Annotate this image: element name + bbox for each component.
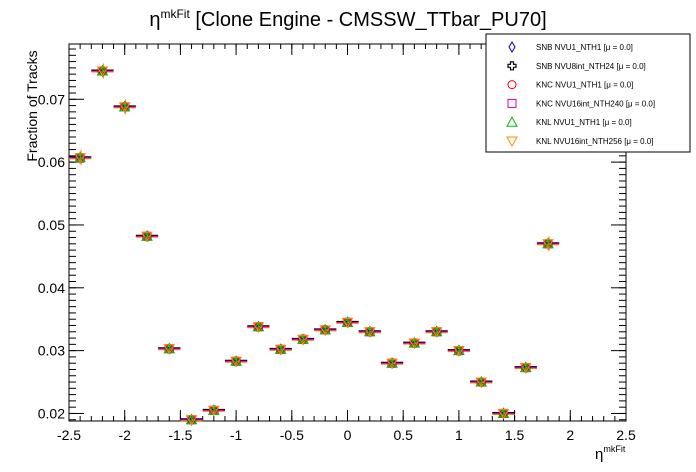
data-point-group <box>447 344 471 357</box>
point-triangle-down <box>542 239 554 250</box>
legend-label: KNC NVU1_NTH1 [μ = 0.0] <box>536 81 633 90</box>
data-point-group <box>403 337 426 350</box>
data-point-group <box>380 357 404 370</box>
legend-item: KNL NVU16int_NTH256 [μ = 0.0] <box>506 136 653 148</box>
data-point-group <box>91 63 114 79</box>
data-points <box>69 63 560 426</box>
point-triangle-down <box>252 322 265 333</box>
point-triangle-down <box>163 344 176 355</box>
point-triangle-down <box>74 153 86 164</box>
point-triangle-down <box>519 363 532 374</box>
point-triangle-down <box>453 346 465 357</box>
legend-label: KNL NVU16int_NTH256 [μ = 0.0] <box>536 137 653 146</box>
chart-title-main: η <box>149 9 160 31</box>
legend-item: SNB NVU1_NTH1 [μ = 0.0] <box>508 41 633 53</box>
legend-label: SNB NVU1_NTH1 [μ = 0.0] <box>536 43 633 52</box>
point-triangle-down <box>386 358 398 370</box>
axes: -2.5 -2 -1.5 -1 -0.5 0 0.5 1 1.5 2 2.5 0.02 0.03 0.04… <box>38 44 636 443</box>
point-triangle-down <box>274 344 287 356</box>
y-axis-label: Fraction of Tracks <box>24 50 40 161</box>
point-triangle-down <box>185 415 198 426</box>
y-tick-label: 0.04 <box>38 280 65 296</box>
point-triangle-down <box>297 334 309 346</box>
y-tick-label: 0.07 <box>38 91 65 107</box>
point-triangle-down <box>118 102 131 113</box>
data-point-group <box>536 236 560 252</box>
legend-item: SNB NVU8int_NTH24 [μ = 0.0] <box>507 61 646 71</box>
point-triangle-down <box>497 408 510 420</box>
legend-triangle-icon <box>506 116 518 127</box>
y-tick-label: 0.03 <box>38 343 65 359</box>
point-triangle-down <box>475 377 488 389</box>
legend-label: SNB NVU8int_NTH24 [μ = 0.0] <box>536 62 646 71</box>
chart-title: ηmkFit [Clone Engine - CMSSW_TTbar_PU70] <box>149 7 546 31</box>
y-tick-label: 0.02 <box>38 405 65 421</box>
point-triangle-down <box>141 231 153 243</box>
point-triangle-down <box>96 66 109 78</box>
point-triangle-down <box>319 325 332 336</box>
y-tick-label: 0.06 <box>38 154 65 170</box>
legend-square-icon <box>507 98 517 108</box>
data-point-group <box>269 343 292 356</box>
data-point-group <box>113 99 136 115</box>
legend-item: KNL NVU1_NTH1 [μ = 0.0] <box>506 116 632 127</box>
data-point-group <box>336 316 359 329</box>
legend-cross-icon <box>507 61 517 71</box>
data-point-group <box>425 325 448 338</box>
point-triangle-down <box>207 405 220 417</box>
x-tick-label: -1 <box>230 427 243 443</box>
legend-circle-icon <box>507 80 517 90</box>
chart-title-sup: mkFit <box>160 7 190 21</box>
legend-item: KNC NVU16int_NTH240 [μ = 0.0] <box>507 98 655 108</box>
point-triangle-down <box>408 338 421 350</box>
data-point-group <box>291 333 315 346</box>
data-point-group <box>180 413 203 426</box>
legend: SNB NVU1_NTH1 [μ = 0.0] SNB NVU8int_NTH24… <box>485 33 691 153</box>
legend-box <box>485 33 691 153</box>
legend-item: KNC NVU1_NTH1 [μ = 0.0] <box>507 80 633 90</box>
legend-diamond-icon <box>508 41 516 53</box>
x-tick-label: -2.5 <box>57 427 81 443</box>
data-point-group <box>514 361 537 374</box>
x-tick-label: 2 <box>566 427 574 443</box>
y-tick-label: 0.05 <box>38 217 65 233</box>
data-point-group <box>202 404 225 417</box>
data-point-group <box>247 320 270 333</box>
x-tick-label: -1.5 <box>168 427 192 443</box>
point-triangle-down <box>363 327 376 338</box>
x-tick-label: -0.5 <box>280 427 304 443</box>
x-tick-label: 1.5 <box>505 427 525 443</box>
x-tick-label: 0.5 <box>393 427 413 443</box>
x-axis-label-main: η <box>595 446 603 463</box>
x-tick-label: 0 <box>344 427 352 443</box>
legend-label: KNL NVU1_NTH1 [μ = 0.0] <box>536 118 632 127</box>
x-axis-label: ηmkFit <box>595 444 626 463</box>
x-tick-label: -2 <box>118 427 131 443</box>
point-triangle-down <box>341 317 354 329</box>
legend-label: KNC NVU16int_NTH240 [μ = 0.0] <box>536 99 655 108</box>
data-point-group <box>470 376 493 389</box>
point-triangle-down <box>230 356 242 368</box>
data-point-group <box>314 323 337 336</box>
data-point-group <box>135 230 159 243</box>
data-point-group <box>492 407 515 420</box>
x-tick-label: 2.5 <box>616 427 636 443</box>
legend-cross-icon-shape <box>507 61 517 71</box>
x-tick-label: 1 <box>455 427 463 443</box>
chart-title-rest: [Clone Engine - CMSSW_TTbar_PU70] <box>190 9 547 31</box>
data-point-group <box>224 355 248 368</box>
data-point-group <box>158 342 181 355</box>
legend-triangle-down-icon <box>506 136 518 148</box>
data-point-group <box>358 325 381 338</box>
point-triangle-down <box>430 327 443 338</box>
x-axis-label-sup: mkFit <box>603 444 625 454</box>
data-point-group <box>69 150 92 166</box>
